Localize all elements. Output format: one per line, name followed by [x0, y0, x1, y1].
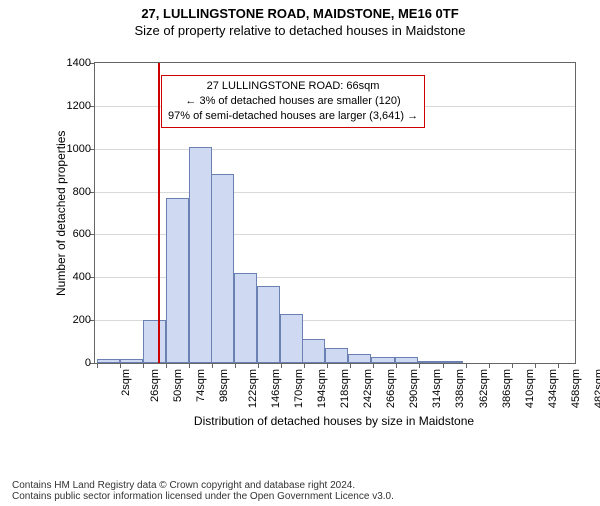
grid-line	[95, 192, 575, 193]
x-tick-label: 122sqm	[247, 369, 259, 408]
histogram-bar	[97, 359, 120, 363]
x-tick	[189, 363, 190, 368]
x-tick-label: 386sqm	[501, 369, 513, 408]
y-tick-label: 600	[73, 228, 95, 240]
x-tick-label: 458sqm	[570, 369, 582, 408]
x-tick-label: 26sqm	[149, 369, 161, 402]
histogram-bar	[234, 273, 257, 363]
histogram-bar	[440, 361, 463, 363]
histogram-bar	[143, 320, 166, 363]
x-tick	[304, 363, 305, 368]
x-tick-label: 434sqm	[547, 369, 559, 408]
page-title: 27, LULLINGSTONE ROAD, MAIDSTONE, ME16 0…	[0, 6, 600, 21]
x-tick	[327, 363, 328, 368]
x-tick-label: 98sqm	[218, 369, 230, 402]
x-tick	[235, 363, 236, 368]
histogram-bar	[120, 359, 143, 363]
histogram-bar	[395, 357, 418, 363]
x-tick	[489, 363, 490, 368]
x-tick	[419, 363, 420, 368]
x-tick	[258, 363, 259, 368]
y-axis-label: Number of detached properties	[54, 131, 68, 296]
x-tick	[396, 363, 397, 368]
histogram-bar	[211, 174, 234, 363]
y-tick-label: 200	[73, 314, 95, 326]
histogram-bar	[189, 147, 212, 363]
x-tick-label: 290sqm	[409, 369, 421, 408]
chart-container: 0 200 400 600 800 1000 1200 1400 2sqm 26sqm 50sqm 7…	[50, 54, 580, 424]
x-tick	[535, 363, 536, 368]
x-tick-label: 2sqm	[120, 369, 132, 396]
x-tick	[512, 363, 513, 368]
x-tick	[212, 363, 213, 368]
x-tick-label: 482sqm	[593, 369, 600, 408]
x-tick-label: 194sqm	[316, 369, 328, 408]
histogram-bar	[166, 198, 189, 363]
annotation-box: 27 LULLINGSTONE ROAD: 66sqm← 3% of detac…	[161, 75, 425, 128]
x-tick-label: 218sqm	[339, 369, 351, 408]
histogram-bar	[417, 361, 440, 363]
histogram-bar	[280, 314, 303, 363]
x-tick	[466, 363, 467, 368]
histogram-bar	[325, 348, 348, 363]
x-tick-label: 410sqm	[524, 369, 536, 408]
x-tick	[350, 363, 351, 368]
x-axis-label: Distribution of detached houses by size …	[94, 414, 574, 428]
page-subtitle: Size of property relative to detached ho…	[0, 23, 600, 38]
x-tick-label: 242sqm	[362, 369, 374, 408]
annotation-line: ← 3% of detached houses are smaller (120…	[168, 94, 418, 109]
x-tick-label: 50sqm	[172, 369, 184, 402]
footer: Contains HM Land Registry data © Crown c…	[0, 480, 600, 502]
x-tick-label: 362sqm	[478, 369, 490, 408]
histogram-bar	[257, 286, 280, 363]
x-tick-label: 146sqm	[270, 369, 282, 408]
y-tick-label: 1400	[67, 57, 95, 69]
x-tick-label: 338sqm	[455, 369, 467, 408]
x-tick	[120, 363, 121, 368]
y-tick-label: 400	[73, 271, 95, 283]
y-tick-label: 1200	[67, 100, 95, 112]
x-tick	[143, 363, 144, 368]
x-tick	[558, 363, 559, 368]
x-tick-label: 314sqm	[432, 369, 444, 408]
x-tick-label: 170sqm	[293, 369, 305, 408]
footer-line-1: Contains HM Land Registry data © Crown c…	[12, 480, 600, 491]
x-tick	[97, 363, 98, 368]
x-tick	[443, 363, 444, 368]
plot-area: 02004006008001000120014002sqm26sqm50sqm7…	[94, 62, 576, 364]
x-tick	[166, 363, 167, 368]
annotation-line: 97% of semi-detached houses are larger (…	[168, 109, 418, 124]
grid-line	[95, 149, 575, 150]
y-tick-label: 800	[73, 186, 95, 198]
y-tick-label: 0	[85, 357, 95, 369]
x-tick-label: 266sqm	[386, 369, 398, 408]
x-tick	[281, 363, 282, 368]
histogram-bar	[371, 357, 394, 363]
annotation-line: 27 LULLINGSTONE ROAD: 66sqm	[168, 79, 418, 94]
y-tick-label: 1000	[67, 143, 95, 155]
histogram-bar	[348, 354, 371, 363]
footer-line-2: Contains public sector information licen…	[12, 491, 600, 502]
x-tick-label: 74sqm	[195, 369, 207, 402]
histogram-bar	[302, 339, 325, 363]
x-tick	[373, 363, 374, 368]
